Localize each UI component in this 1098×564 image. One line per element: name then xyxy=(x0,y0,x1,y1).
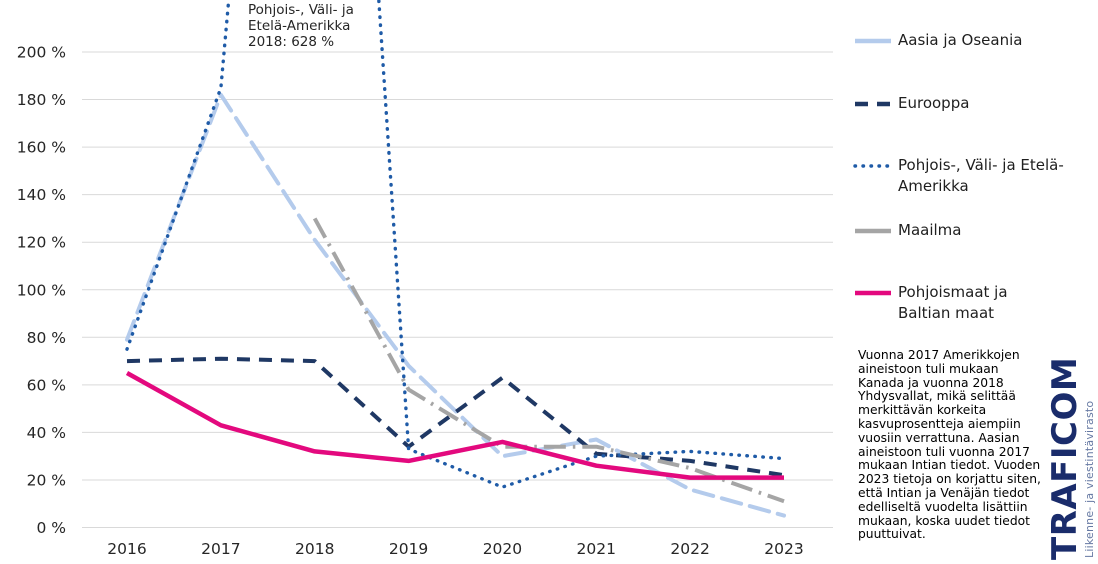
legend-item-eurooppa: Eurooppa xyxy=(853,93,969,114)
y-tick-label: 160 % xyxy=(17,139,66,157)
series-line-maailma xyxy=(312,217,785,504)
legend-label: Eurooppa xyxy=(898,94,970,112)
y-axis-labels: 0 % 20 % 40 % 60 % 80 % 100 % 120 % 140 % 160 % 1… xyxy=(17,44,66,538)
x-tick-label: 2017 xyxy=(201,540,240,558)
x-tick-label: 2023 xyxy=(764,540,803,558)
gridlines xyxy=(82,51,833,528)
y-tick-label: 60 % xyxy=(27,376,66,394)
series-line-aasia-ja-oseania xyxy=(125,92,786,518)
legend-item-pohjois-v-li-ja-etel-amerikka: Pohjois-, Väli- ja Etelä- Amerikka xyxy=(853,155,1064,197)
chart-footnote: Vuonna 2017 Amerikkojen aineistoon tuli … xyxy=(858,348,1041,542)
legend-item-aasia-ja-oseania: Aasia ja Oseania xyxy=(853,30,1022,51)
y-tick-label: 140 % xyxy=(17,186,66,204)
legend-label: Maailma xyxy=(898,221,962,239)
legend-swatch xyxy=(855,38,891,44)
x-tick-label: 2020 xyxy=(483,540,522,558)
chart-annotation: Pohjois-, Väli- ja Etelä-Amerikka 2018: … xyxy=(248,2,354,50)
y-tick-label: 80 % xyxy=(27,329,66,347)
y-tick-label: 100 % xyxy=(17,281,66,299)
series-line-pohjois-v-li-ja-etel-amerikka xyxy=(125,0,786,489)
x-tick-label: 2019 xyxy=(389,540,428,558)
legend-label: Pohjoismaat ja Baltian maat xyxy=(898,283,1008,322)
y-tick-label: 40 % xyxy=(27,424,66,442)
x-tick-label: 2021 xyxy=(577,540,616,558)
x-axis-labels: 2016 2017 2018 2019 2020 2021 2022 2023 xyxy=(107,540,803,558)
legend-swatch xyxy=(855,228,891,234)
legend-swatch xyxy=(855,101,891,107)
y-tick-label: 0 % xyxy=(36,519,66,537)
traficom-wordmark: TRAFICOM xyxy=(1045,356,1085,560)
legend-swatch xyxy=(855,290,891,296)
series-line-pohjoismaat-ja-baltian-maat xyxy=(125,371,784,480)
y-tick-label: 20 % xyxy=(27,471,66,489)
traficom-logo: TRAFICOM Liikenne- ja viestintävirasto xyxy=(1045,326,1096,560)
legend-swatch xyxy=(853,164,893,168)
legend-label: Aasia ja Oseania xyxy=(898,31,1023,49)
legend-label: Pohjois-, Väli- ja Etelä- Amerikka xyxy=(898,156,1064,195)
legend-item-pohjoismaat-ja-baltian-maat: Pohjoismaat ja Baltian maat xyxy=(853,282,1008,324)
legend-item-maailma: Maailma xyxy=(853,220,961,241)
y-tick-label: 120 % xyxy=(17,234,66,252)
y-tick-label: 200 % xyxy=(17,44,66,62)
x-tick-label: 2016 xyxy=(107,540,146,558)
y-tick-label: 180 % xyxy=(17,91,66,109)
x-tick-label: 2022 xyxy=(670,540,709,558)
x-tick-label: 2018 xyxy=(295,540,334,558)
